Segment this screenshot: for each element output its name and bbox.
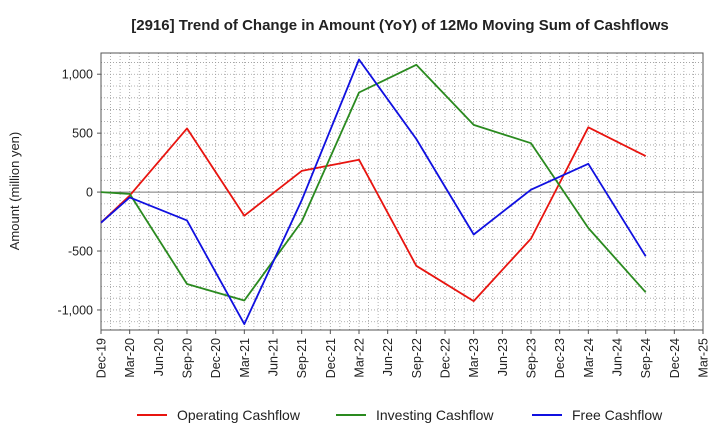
legend-label: Free Cashflow xyxy=(572,407,663,423)
y-axis-label: Amount (million yen) xyxy=(7,132,22,251)
x-tick-label: Mar-23 xyxy=(467,338,481,378)
x-tick-label: Sep-23 xyxy=(525,338,539,378)
grid xyxy=(100,53,704,330)
x-tick-label: Dec-19 xyxy=(95,338,109,378)
x-tick-label: Sep-24 xyxy=(639,338,653,378)
series-line-free-cashflow xyxy=(100,58,647,326)
x-tick-label: Dec-23 xyxy=(553,338,567,378)
series-lines xyxy=(100,58,647,326)
x-tick-label: Jun-22 xyxy=(381,338,395,376)
x-tick-label: Sep-22 xyxy=(410,338,424,378)
chart-title: [2916] Trend of Change in Amount (YoY) o… xyxy=(131,17,669,34)
y-tick-label: -1,000 xyxy=(58,303,93,317)
series-line-investing-cashflow xyxy=(100,63,647,302)
y-tick-label: -500 xyxy=(68,245,93,259)
x-tick-label: Dec-24 xyxy=(668,338,682,378)
y-tick-label: 0 xyxy=(86,186,93,200)
x-tick-label: Jun-23 xyxy=(496,338,510,376)
x-tick-label: Jun-20 xyxy=(152,338,166,376)
x-tick-label: Mar-20 xyxy=(123,338,137,378)
x-tick-label: Mar-21 xyxy=(238,338,252,378)
x-tick-label: Mar-24 xyxy=(582,338,596,378)
x-tick-labels: Dec-19 Mar-20 Jun-20 Sep-20 Dec-20 Mar-21 Jun-… xyxy=(95,338,711,378)
x-tick-label: Mar-22 xyxy=(353,338,367,378)
legend-label: Operating Cashflow xyxy=(177,407,301,423)
x-tick-label: Dec-20 xyxy=(209,338,223,378)
x-tick-label: Jun-24 xyxy=(611,338,625,376)
x-tick-label: Dec-22 xyxy=(439,338,453,378)
x-tick-label: Mar-25 xyxy=(697,338,711,378)
x-tick-label: Jun-21 xyxy=(267,338,281,376)
y-tick-label: 500 xyxy=(72,127,93,141)
legend-label: Investing Cashflow xyxy=(376,407,494,423)
x-tick-label: Sep-21 xyxy=(295,338,309,378)
y-tick-label: 1,000 xyxy=(62,68,93,82)
axes xyxy=(97,52,704,334)
legend: Operating Cashflow Investing Cashflow Free… xyxy=(137,407,663,423)
x-tick-label: Sep-20 xyxy=(181,338,195,378)
series-line-operating-cashflow xyxy=(100,126,647,303)
y-tick-labels: 1,000 500 0 -500 -1,000 xyxy=(58,68,94,318)
plot-frame xyxy=(100,52,704,331)
x-tick-label: Dec-21 xyxy=(324,338,338,378)
